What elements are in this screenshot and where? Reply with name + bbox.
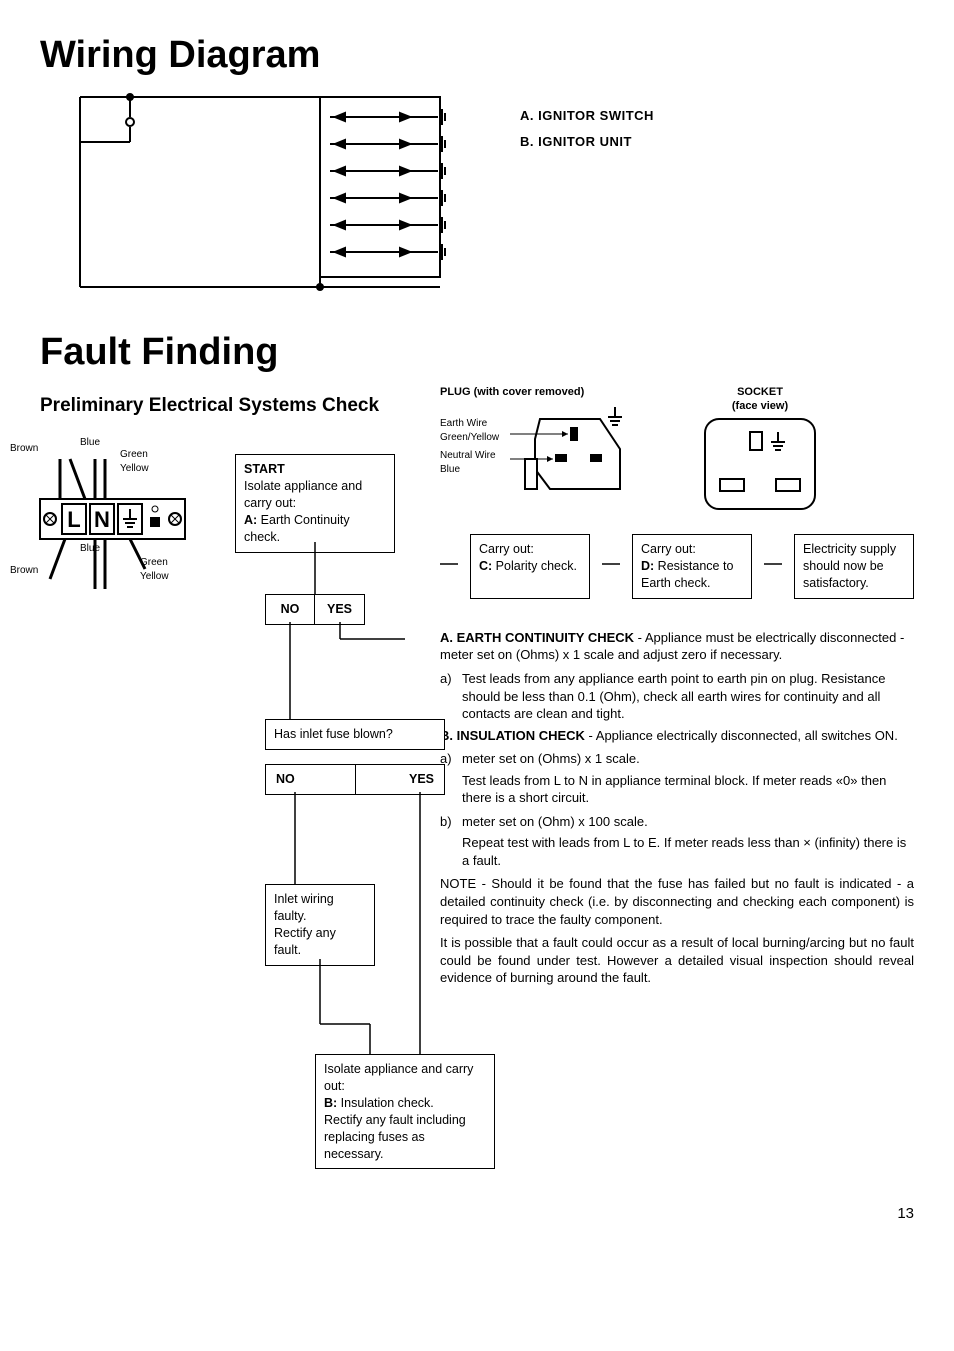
plug-earth-label: Earth Wire Green/Yellow: [440, 417, 499, 444]
svg-text:N: N: [94, 507, 110, 532]
socket-svg: [690, 414, 830, 514]
b-a: a) meter set on (Ohms) x 1 scale.: [440, 750, 914, 768]
lbl-brown-top: Brown: [10, 442, 38, 456]
isolate-head: Isolate appliance and carry out:: [324, 1062, 473, 1093]
note: NOTE - Should it be found that the fuse …: [440, 875, 914, 928]
arrow-c-in: [440, 534, 458, 594]
no2: NO: [265, 764, 356, 795]
socket-title: SOCKET (face view): [690, 385, 830, 415]
b-a2: Test leads from L to N in appliance term…: [462, 772, 914, 807]
plug-title: PLUG (with cover removed): [440, 385, 650, 400]
wiring-legend: A. IGNITOR SWITCH B. IGNITOR UNIT: [520, 87, 654, 158]
terminal-block-svg: L N: [10, 439, 210, 609]
lbl-blue-top: Blue: [80, 436, 100, 450]
fuse-q: Has inlet fuse blown?: [265, 719, 445, 750]
b-b: b) meter set on (Ohm) x 100 scale.: [440, 813, 914, 831]
legend-b: B. IGNITOR UNIT: [520, 133, 654, 151]
lbl-blue-bot: Blue: [80, 542, 100, 556]
wiring-title: Wiring Diagram: [40, 30, 914, 81]
d-box: Carry out: D: Resistance to Earth check.: [632, 534, 752, 599]
lbl-brown-bot: Brown: [10, 564, 38, 578]
isolate-bold: B:: [324, 1096, 337, 1110]
b-intro: - Appliance electrically disconnected, a…: [585, 728, 898, 743]
c-box: Carry out: C: Polarity check.: [470, 534, 590, 599]
wiring-row: A. IGNITOR SWITCH B. IGNITOR UNIT: [40, 87, 914, 307]
no1: NO: [265, 594, 315, 625]
start-rest: Earth Continuity check.: [244, 513, 350, 544]
c-bold: C:: [479, 559, 492, 573]
svg-text:L: L: [67, 507, 80, 532]
page-number: 13: [40, 1204, 914, 1224]
lbl-gy-top: Green Yellow: [120, 448, 149, 475]
isolate-rest: Insulation check. Rectify any fault incl…: [324, 1096, 466, 1161]
c-rest: Polarity check.: [492, 559, 577, 573]
c-head: Carry out:: [479, 542, 534, 556]
lbl-gy-bot: Green Yellow: [140, 556, 169, 583]
fault-title: Fault Finding: [40, 327, 914, 378]
a-item-text: Test leads from any appliance earth poin…: [462, 670, 914, 723]
a-head: A. EARTH CONTINUITY CHECK: [440, 630, 634, 645]
b-b2: Repeat test with leads from L to E. If m…: [462, 834, 914, 869]
arrow-de: [764, 534, 782, 594]
isolate-box: Isolate appliance and carry out: B: Insu…: [315, 1054, 495, 1169]
b-a-text: meter set on (Ohms) x 1 scale.: [462, 750, 914, 768]
checks-text: A. EARTH CONTINUITY CHECK - Appliance mu…: [440, 629, 914, 987]
yes2: YES: [356, 764, 446, 795]
split1: NO YES: [265, 594, 365, 625]
start-head: START: [244, 462, 285, 476]
d-head: Carry out:: [641, 542, 696, 556]
fault-subtitle: Preliminary Electrical Systems Check: [40, 393, 440, 419]
start-bold: A:: [244, 513, 257, 527]
b-b-text: meter set on (Ohm) x 100 scale.: [462, 813, 914, 831]
legend-a: A. IGNITOR SWITCH: [520, 107, 654, 125]
yes1: YES: [315, 594, 365, 625]
arrow-cd: [602, 534, 620, 594]
wiring-diagram-svg: [40, 87, 460, 307]
d-bold: D:: [641, 559, 654, 573]
start-body: Isolate appliance and carry out:: [244, 479, 362, 510]
inlet-box: Inlet wiring faulty. Rectify any fault.: [265, 884, 375, 966]
d-rest: Resistance to Earth check.: [641, 559, 733, 590]
final: It is possible that a fault could occur …: [440, 934, 914, 987]
b-head: B. INSULATION CHECK: [440, 728, 585, 743]
a-item: a) Test leads from any appliance earth p…: [440, 670, 914, 723]
flow-start-box: START Isolate appliance and carry out: A…: [235, 454, 395, 552]
split2: NO YES: [265, 764, 445, 795]
sat-box: Electricity supply should now be satisfa…: [794, 534, 914, 599]
plug-neutral-label: Neutral Wire Blue: [440, 449, 496, 476]
